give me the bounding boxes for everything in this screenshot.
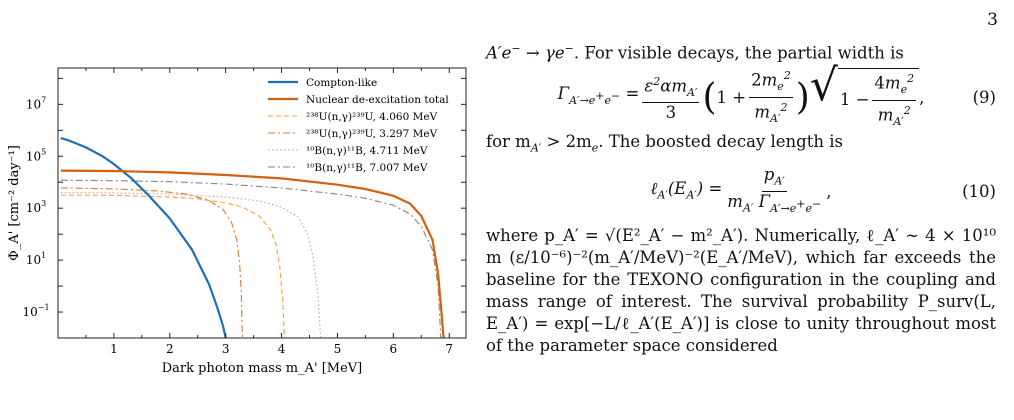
series-lines [60,137,445,338]
x-tick-label: 7 [445,342,453,356]
legend-label-5: ¹⁰B(n,γ)¹¹B, 7.007 MeV [306,162,428,174]
flux-chart: Compton-like Nuclear de-excitation total ²… [7,67,467,376]
legend-label-1: Nuclear de-excitation total [306,94,449,106]
equation-10: ℓA′(EA′) = pA′ mA′ ΓA′→e+e−, (10) [650,165,996,215]
y-tick-label: 107 [26,95,46,111]
x-tick-label: 3 [222,342,230,356]
legend-label-3: ²³⁸U(n,γ)²³⁹U, 3.297 MeV [306,128,438,140]
y-tick-label: 101 [26,251,46,267]
legend-label-0: Compton-like [306,77,377,89]
x-tick-label: 6 [390,342,398,356]
series-line-4 [60,192,322,338]
equation-10-number: (10) [962,181,996,201]
series-line-2 [60,194,285,338]
y-tick-label: 103 [26,199,46,215]
x-axis-label: Dark photon mass m_A' [MeV] [162,361,362,376]
x-tick-label: 5 [334,342,342,356]
y-tick-label: 10−1 [22,303,49,319]
x-tick-label: 2 [166,342,174,356]
x-tick-label: 4 [278,342,286,356]
y-axis-label: Φ_A' [cm⁻² day⁻¹] [7,145,22,261]
paragraph-intro: A′e− → γe−. For visible decays, the part… [486,42,904,63]
legend: Compton-like Nuclear de-excitation total ²… [268,77,449,174]
series-line-5 [60,179,442,338]
equation-9: ΓA′→e+e− = ε2αmA′ 3 (1 + 2me2 mA′2 ) √ 1 − … [486,63,996,131]
legend-label-2: ²³⁸U(n,γ)²³⁹U, 4.060 MeV [306,111,438,123]
plot-area [60,137,445,338]
y-tick-label: 105 [26,147,46,163]
paragraph-mass-condition: for mA′ > 2me. The boosted decay length … [486,131,843,154]
equation-9-number: (9) [972,87,996,107]
axes: 1 2 3 4 5 6 7 10−1 101 103 105 107 Dark photon mass … [7,67,467,376]
text-column: A′e− → γe−. For visible decays, the part… [486,42,996,357]
plot-frame [57,67,467,339]
x-tick-label: 1 [110,342,118,356]
series-line-3 [60,187,243,338]
legend-label-4: ¹⁰B(n,γ)¹¹B, 4.711 MeV [306,145,428,157]
series-line-0 [60,137,227,338]
paragraph-decay-length: where p_A′ = √(E²_A′ − m²_A′). Numerical… [486,225,996,355]
series-line-1 [60,169,445,338]
page-number: 3 [987,10,998,30]
